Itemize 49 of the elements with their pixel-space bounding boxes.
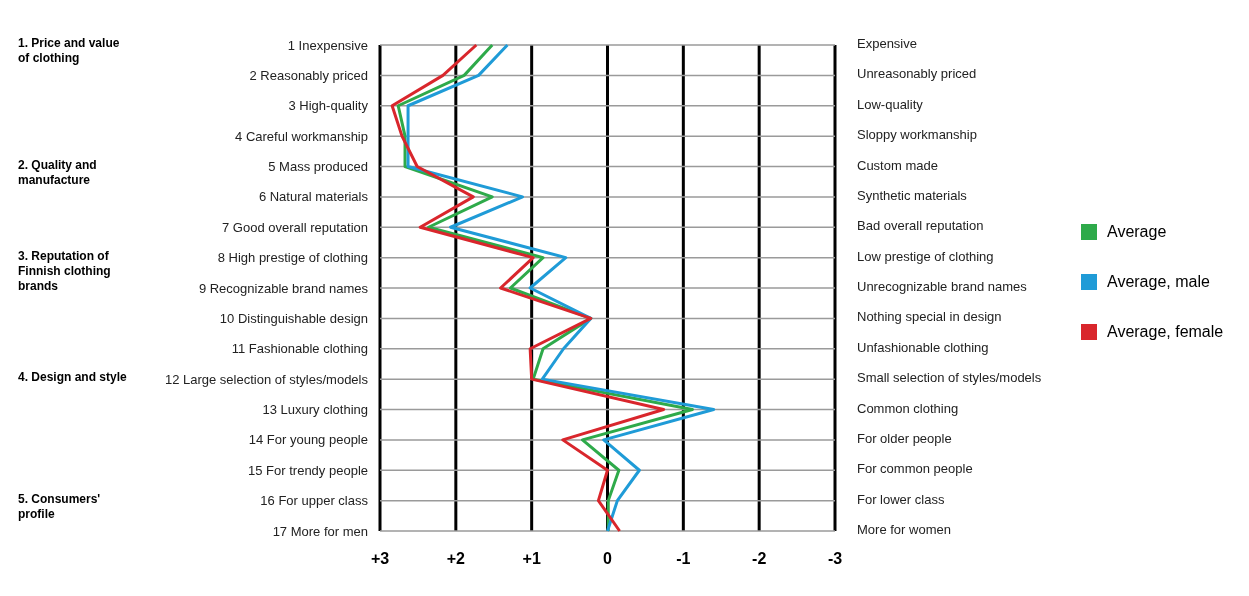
text: Nothing special in design: [857, 309, 1002, 325]
x-tick-label: -1: [676, 550, 691, 568]
text: 1. Price and value of clothing: [18, 36, 121, 66]
y-tick-label: 10 Distinguishable design: [219, 310, 368, 326]
x-tick-label: +3: [370, 550, 390, 568]
y-tick-label: 9 Recognizable brand names: [198, 280, 369, 296]
legend-label: Average, female: [1107, 323, 1224, 341]
y-tick-label: 3 High-quality: [288, 98, 369, 114]
text: 4. Design and style: [18, 370, 128, 386]
text: For lower class: [857, 491, 945, 507]
text: Small selection of styles/models: [857, 370, 1042, 386]
legend-label: Average, male: [1107, 273, 1210, 291]
text: For common people: [857, 461, 973, 477]
text: 2. Quality and manufacture: [18, 157, 98, 188]
text: Low-quality: [857, 96, 923, 112]
y-tick-label: 5 Mass produced: [268, 159, 368, 175]
y-tick-label: 13 Luxury clothing: [262, 402, 368, 418]
text: Sloppy workmanship: [857, 127, 977, 143]
text: 3. Reputation of Finnish clothing brands: [18, 248, 112, 294]
y-tick-label: 2 Reasonably priced: [249, 67, 368, 83]
text: Unrecognizable brand names: [857, 279, 1027, 294]
text: Low prestige of clothing: [857, 248, 994, 264]
text: Custom made: [857, 157, 938, 173]
x-tick-label: 0: [603, 550, 613, 568]
y-tick-label: 14 For young people: [248, 432, 368, 448]
y-tick-label: 1 Inexpensive: [287, 37, 368, 53]
y-tick-label: 15 For trendy people: [248, 462, 368, 478]
y-tick-label: 17 More for men: [272, 523, 368, 539]
y-tick-label: 12 Large selection of styles/models: [164, 371, 369, 387]
text: Unreasonably priced: [857, 66, 977, 82]
text: 5. Consumers' profile: [18, 491, 102, 522]
text: For older people: [857, 430, 952, 446]
text: Synthetic materials: [857, 187, 967, 203]
x-tick-label: -2: [752, 550, 767, 568]
text: More for women: [857, 522, 951, 537]
y-tick-label: 4 Careful workmanship: [235, 128, 368, 144]
text: Bad overall reputation: [857, 218, 984, 234]
legend-label: Average: [1107, 223, 1167, 241]
text: Common clothing: [857, 400, 959, 416]
text: Expensive: [857, 36, 917, 51]
y-tick-label: 7 Good overall reputation: [222, 219, 368, 235]
y-tick-label: 6 Natural materials: [258, 189, 369, 205]
y-tick-label: 16 For upper class: [260, 493, 369, 509]
text: Unfashionable clothing: [857, 339, 989, 355]
y-tick-label: 11 Fashionable clothing: [231, 341, 368, 357]
x-tick-label: -3: [827, 550, 843, 568]
x-tick-label: +1: [522, 550, 541, 568]
y-tick-label: 8 High prestige of clothing: [217, 250, 368, 266]
x-tick-label: +2: [446, 550, 466, 568]
